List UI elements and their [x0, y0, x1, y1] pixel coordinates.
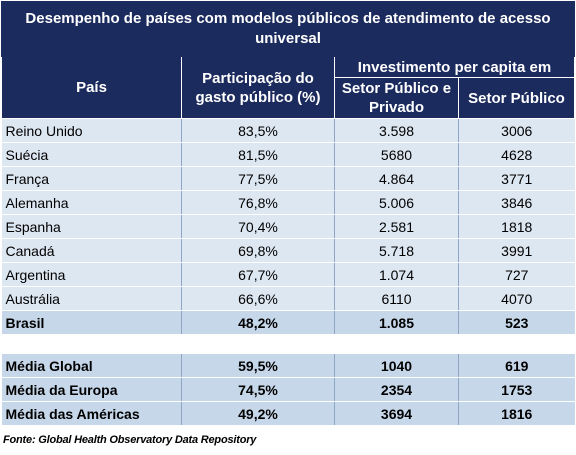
cell-public: 3006 — [458, 118, 575, 143]
cell-country: Reino Unido — [1, 118, 182, 143]
cell-public-private: 5.006 — [334, 190, 459, 215]
cell-public-private: 4.864 — [334, 166, 459, 191]
cell-public-private: 1040 — [334, 354, 459, 378]
cell-share: 69,8% — [181, 238, 335, 263]
table-row: Canadá 69,8% 5.718 3991 — [1, 238, 575, 263]
header-country: País — [1, 56, 182, 119]
cell-public: 3846 — [458, 190, 575, 215]
cell-country: Alemanha — [1, 190, 182, 215]
cell-public-private: 1.074 — [334, 262, 459, 287]
table-title: Desempenho de países com modelos público… — [1, 1, 575, 57]
cell-country: Brasil — [1, 310, 182, 335]
cell-share: 83,5% — [181, 118, 335, 143]
cell-public-private: 1.085 — [334, 310, 459, 335]
cell-public-private: 3.598 — [334, 118, 459, 143]
cell-share: 70,4% — [181, 214, 335, 239]
cell-country: Média da Europa — [1, 377, 182, 402]
cell-country: Austrália — [1, 286, 182, 311]
cell-share: 76,8% — [181, 190, 335, 215]
header-public-private: Setor Público e Privado — [334, 77, 459, 119]
header-public: Setor Público — [458, 77, 575, 119]
header-row-2: Setor Público e Privado Setor Público — [2, 77, 575, 119]
cell-public: 3991 — [458, 238, 575, 263]
cell-share: 48,2% — [181, 310, 335, 335]
cell-public-private: 2354 — [334, 377, 459, 402]
cell-country: Canadá — [1, 238, 182, 263]
title-row: Desempenho de países com modelos público… — [1, 1, 575, 57]
cell-public: 619 — [458, 354, 575, 378]
cell-country: Suécia — [1, 142, 182, 167]
table-row: Reino Unido 83,5% 3.598 3006 — [1, 118, 575, 143]
average-row: Média Global 59,5% 1040 619 — [1, 354, 575, 378]
header-share: Participação do gasto público (%) — [181, 56, 335, 119]
cell-public-private: 5.718 — [334, 238, 459, 263]
cell-public-private: 6110 — [334, 286, 459, 311]
cell-share: 74,5% — [181, 377, 335, 402]
source-note: Fonte: Global Health Observatory Data Re… — [3, 434, 257, 446]
table-row: Espanha 70,4% 2.581 1818 — [1, 214, 575, 239]
cell-public: 3771 — [458, 166, 575, 191]
table-row: Suécia 81,5% 5680 4628 — [1, 142, 575, 167]
header-row-1: País Participação do gasto público (%) I… — [1, 56, 575, 119]
cell-share: 49,2% — [181, 401, 335, 426]
cell-country: Espanha — [1, 214, 182, 239]
spacer-row — [1, 334, 575, 354]
table-row: França 77,5% 4.864 3771 — [1, 166, 575, 191]
table-row-brasil: Brasil 48,2% 1.085 523 — [1, 310, 575, 335]
cell-country: Argentina — [1, 262, 182, 287]
average-row: Média da Europa 74,5% 2354 1753 — [1, 377, 575, 402]
countries-table: Desempenho de países com modelos público… — [1, 1, 575, 426]
data-table-container: Desempenho de países com modelos público… — [1, 1, 575, 426]
cell-share: 59,5% — [181, 354, 335, 378]
cell-public-private: 2.581 — [334, 214, 459, 239]
table-row: Austrália 66,6% 6110 4070 — [1, 286, 575, 311]
cell-public: 727 — [458, 262, 575, 287]
table-row: Argentina 67,7% 1.074 727 — [1, 262, 575, 287]
cell-public: 1818 — [458, 214, 575, 239]
cell-country: Média Global — [1, 354, 182, 378]
cell-public-private: 5680 — [334, 142, 459, 167]
cell-public: 4628 — [458, 142, 575, 167]
header-investment-group: Investimento per capita em — [334, 56, 575, 78]
cell-public: 1816 — [458, 401, 575, 426]
cell-country: França — [1, 166, 182, 191]
cell-share: 77,5% — [181, 166, 335, 191]
cell-public: 523 — [458, 310, 575, 335]
cell-public: 1753 — [458, 377, 575, 402]
table-row: Alemanha 76,8% 5.006 3846 — [1, 190, 575, 215]
cell-country: Média das Américas — [1, 401, 182, 426]
cell-share: 81,5% — [181, 142, 335, 167]
cell-share: 67,7% — [181, 262, 335, 287]
cell-public: 4070 — [458, 286, 575, 311]
cell-public-private: 3694 — [334, 401, 459, 426]
cell-share: 66,6% — [181, 286, 335, 311]
average-row: Média das Américas 49,2% 3694 1816 — [1, 401, 575, 426]
